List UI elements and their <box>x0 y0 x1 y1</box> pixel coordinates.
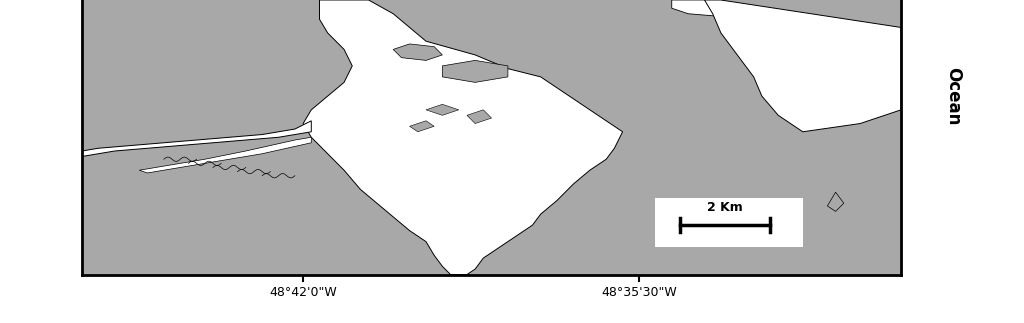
Text: Ocean: Ocean <box>944 67 963 125</box>
Polygon shape <box>827 192 844 212</box>
Polygon shape <box>705 0 901 132</box>
Polygon shape <box>467 110 492 123</box>
Polygon shape <box>410 121 434 132</box>
Polygon shape <box>82 121 311 157</box>
Polygon shape <box>139 137 311 173</box>
FancyBboxPatch shape <box>655 198 803 247</box>
Polygon shape <box>672 0 737 16</box>
Polygon shape <box>426 104 459 115</box>
Text: 2 Km: 2 Km <box>708 201 742 214</box>
Polygon shape <box>393 44 442 60</box>
Polygon shape <box>442 60 508 82</box>
Polygon shape <box>303 0 623 275</box>
